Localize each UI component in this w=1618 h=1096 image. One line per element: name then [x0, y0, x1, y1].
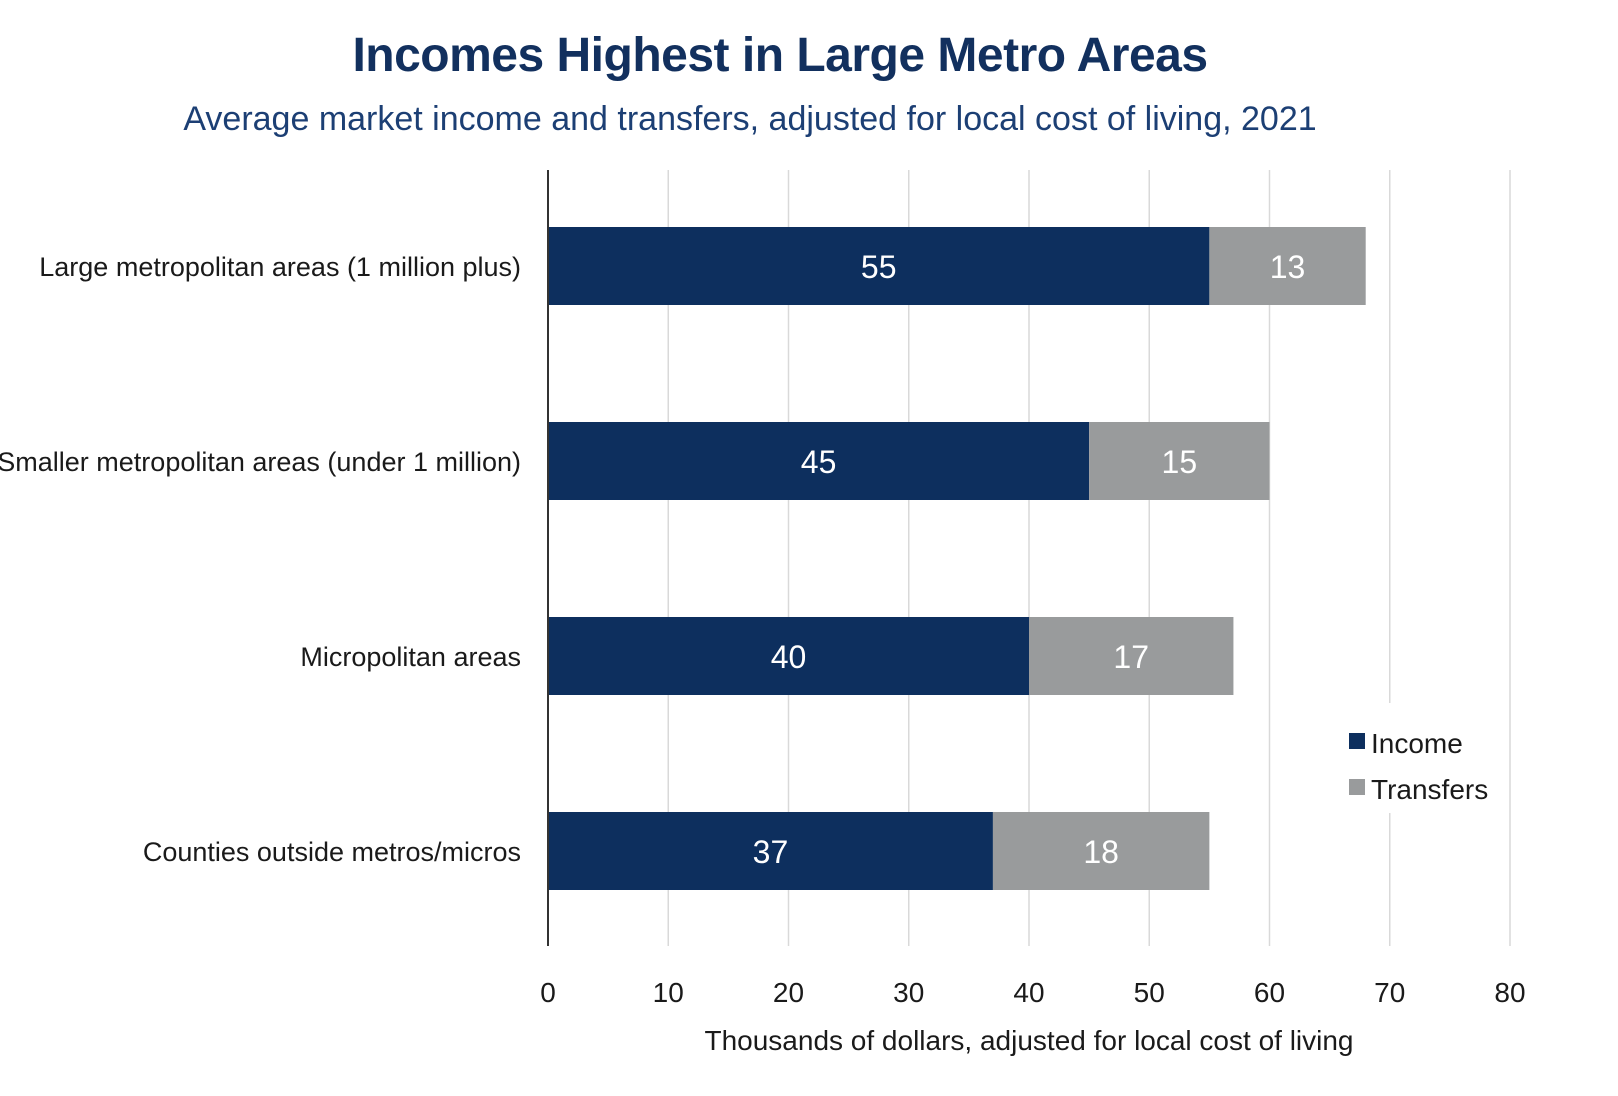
data-label: 55	[861, 249, 897, 285]
x-tick-label: 80	[1494, 977, 1525, 1008]
category-label: Micropolitan areas	[300, 642, 521, 672]
category-label: Counties outside metros/micros	[143, 837, 521, 867]
bar-transfers	[1029, 617, 1234, 695]
chart-title: Incomes Highest in Large Metro Areas	[352, 29, 1208, 82]
legend-label-income: Income	[1371, 728, 1463, 759]
legend-swatch-income	[1349, 733, 1365, 749]
x-tick-label: 70	[1374, 977, 1405, 1008]
bar-transfers	[992, 812, 1210, 890]
category-label: Large metropolitan areas (1 million plus…	[39, 252, 521, 282]
data-label: 40	[771, 639, 807, 675]
bar-income	[548, 422, 1090, 500]
data-label: 45	[801, 444, 837, 480]
chart-subtitle: Average market income and transfers, adj…	[183, 100, 1317, 138]
x-tick-label: 40	[1013, 977, 1044, 1008]
x-tick-label: 10	[653, 977, 684, 1008]
data-label: 17	[1113, 639, 1149, 675]
data-label: 13	[1270, 249, 1306, 285]
data-label: 37	[753, 834, 789, 870]
bar-transfers	[1209, 227, 1366, 305]
bar-income	[548, 227, 1210, 305]
bar-income	[548, 812, 993, 890]
category-label: Smaller metropolitan areas (under 1 mill…	[0, 447, 521, 477]
x-tick-label: 30	[893, 977, 924, 1008]
x-axis-title: Thousands of dollars, adjusted for local…	[704, 1025, 1353, 1056]
bar-income	[548, 617, 1029, 695]
legend-label-transfers: Transfers	[1371, 774, 1488, 805]
x-tick-label: 0	[540, 977, 556, 1008]
legend-swatch-transfers	[1349, 779, 1365, 795]
legend-background	[1339, 703, 1499, 813]
x-tick-label: 60	[1254, 977, 1285, 1008]
data-label: 18	[1083, 834, 1119, 870]
bar-transfers	[1089, 422, 1270, 500]
x-tick-label: 50	[1134, 977, 1165, 1008]
data-label: 15	[1162, 444, 1198, 480]
x-tick-label: 20	[773, 977, 804, 1008]
